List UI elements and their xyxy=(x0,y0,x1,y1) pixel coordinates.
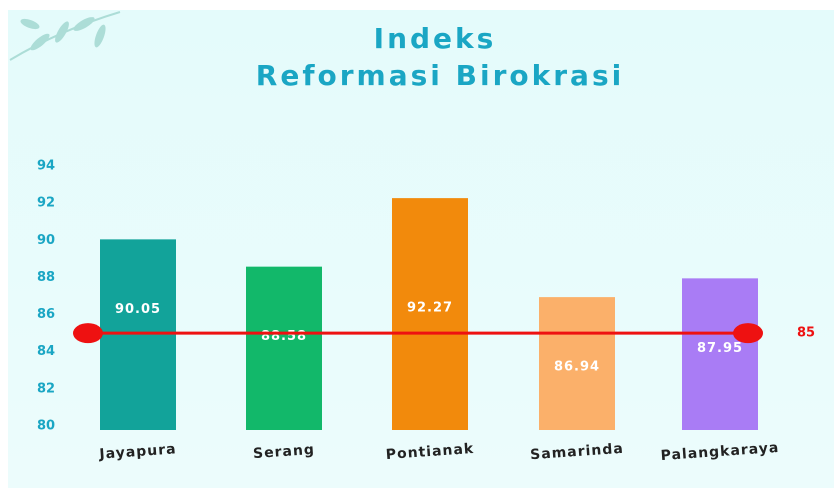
value-label: 87.95 xyxy=(697,341,743,356)
bar xyxy=(539,297,615,430)
reference-marker xyxy=(733,323,763,344)
value-label: 92.27 xyxy=(407,301,453,316)
y-tick-label: 86 xyxy=(37,307,55,322)
x-tick-label: Jayapura xyxy=(98,441,177,462)
reference-marker xyxy=(73,323,103,344)
chart-title: Indeks xyxy=(374,22,497,55)
y-tick-label: 84 xyxy=(37,344,55,359)
bar xyxy=(392,198,468,430)
y-tick-label: 88 xyxy=(37,270,55,285)
x-tick-label: Pontianak xyxy=(385,441,474,463)
y-tick-label: 82 xyxy=(37,381,55,396)
value-label: 90.05 xyxy=(115,302,161,317)
leaves-decoration xyxy=(9,11,121,61)
value-label: 88.58 xyxy=(261,329,307,344)
y-tick-label: 80 xyxy=(37,419,55,434)
x-tick-label: Samarinda xyxy=(530,441,625,463)
chart-title: Reformasi Birokrasi xyxy=(256,59,624,92)
bar xyxy=(246,266,322,430)
y-tick-label: 94 xyxy=(37,159,55,174)
value-label: 86.94 xyxy=(554,360,600,375)
y-tick-label: 90 xyxy=(37,233,55,248)
y-tick-label: 92 xyxy=(37,196,55,211)
bar xyxy=(682,278,758,430)
bar xyxy=(100,239,176,430)
x-tick-label: Serang xyxy=(253,442,316,462)
reference-label: 85 xyxy=(797,326,815,341)
